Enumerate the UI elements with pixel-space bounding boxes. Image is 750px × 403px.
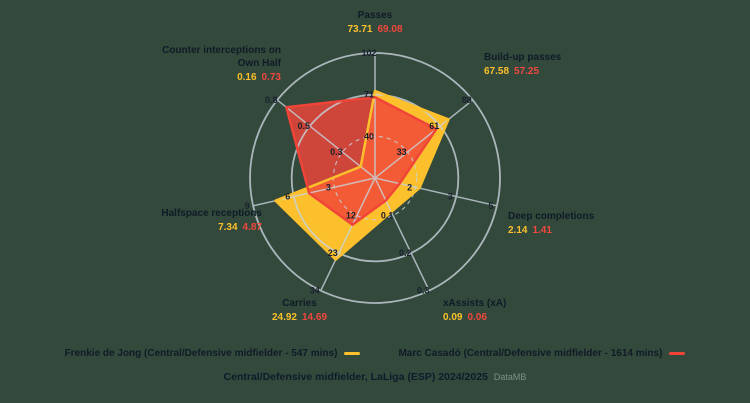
ring-tick-label: 61 (429, 121, 439, 131)
axis-name: Halfspace receptions (161, 208, 262, 219)
axis-values: 2.14 1.41 (508, 224, 668, 237)
value-casado: 69.08 (377, 24, 403, 35)
ring-tick-label: 102 (361, 48, 376, 58)
axis-label-xassists: xAssists (xA) 0.09 0.06 (443, 297, 603, 324)
axis-name: Carries (282, 298, 317, 309)
value-frenkie: 67.58 (484, 66, 510, 77)
axis-name: Passes (357, 10, 393, 21)
ring-tick-label: 40 (364, 131, 374, 141)
ring-tick-label: 23 (328, 248, 338, 258)
ring-tick-label: 0.1 (381, 211, 394, 221)
axis-values: 73.71 69.08 (285, 23, 465, 36)
legend-item-frenkie: Frenkie de Jong (Central/Defensive midfi… (65, 348, 361, 359)
axis-values: 7.34 4.87 (106, 221, 262, 234)
axis-name: xAssists (xA) (443, 298, 507, 309)
axis-name: Deep completions (508, 211, 595, 222)
value-casado: 14.69 (302, 312, 328, 323)
legend: Frenkie de Jong (Central/Defensive midfi… (0, 348, 750, 359)
value-casado: 0.06 (467, 312, 487, 323)
legend-label: Frenkie de Jong (Central/Defensive midfi… (64, 348, 338, 359)
ring-tick-label: 2 (407, 182, 412, 192)
axis-name: Counter interceptions on Own Half (162, 45, 281, 69)
chart-title-text: Central/Defensive midfielder, LaLiga (ES… (223, 371, 488, 383)
axis-label-buildup-passes: Build-up passes 67.58 57.25 (484, 51, 654, 78)
chart-title: Central/Defensive midfielder, LaLiga (ES… (0, 371, 750, 383)
value-frenkie: 24.92 (271, 312, 297, 323)
axis-label-carries: Carries 24.92 14.69 (227, 297, 372, 324)
value-casado: 4.87 (242, 222, 262, 233)
value-frenkie: 0.09 (443, 312, 463, 323)
value-frenkie: 7.34 (218, 222, 238, 233)
ring-tick-label: 3 (326, 182, 331, 192)
ring-tick-label: 3 (448, 192, 453, 202)
ring-tick-label: 0.3 (417, 286, 430, 296)
ring-tick-label: 6 (285, 192, 290, 202)
axis-label-deep-completions: Deep completions 2.14 1.41 (508, 210, 668, 237)
axis-label-counter-interceptions: Counter interceptions on Own Half 0.16 0.… (146, 44, 281, 84)
ring-tick-label: 0.3 (330, 147, 343, 157)
value-casado: 1.41 (532, 225, 552, 236)
ring-tick-label: 5 (488, 201, 493, 211)
ring-tick-label: 9 (245, 201, 250, 211)
ring-tick-label: 33 (397, 147, 407, 157)
ring-tick-label: 0.8 (265, 95, 278, 105)
axis-label-halfspace-receptions: Halfspace receptions 7.34 4.87 (106, 207, 262, 234)
legend-item-casado: Marc Casadó (Central/Defensive midfielde… (398, 348, 686, 359)
value-frenkie: 2.14 (508, 225, 528, 236)
value-frenkie: 73.71 (347, 24, 373, 35)
axis-values: 67.58 57.25 (484, 65, 654, 78)
ring-tick-label: 12 (346, 211, 356, 221)
value-casado: 0.73 (261, 72, 281, 83)
value-frenkie: 0.16 (237, 72, 257, 83)
legend-swatch-red (669, 352, 686, 355)
ring-tick-label: 34 (310, 286, 320, 296)
value-casado: 57.25 (514, 66, 540, 77)
axis-values: 0.16 0.73 (146, 71, 281, 84)
ring-tick-label: 71 (364, 90, 374, 100)
axis-values: 24.92 14.69 (227, 311, 372, 324)
axis-values: 0.09 0.06 (443, 311, 603, 324)
ring-tick-label: 88 (462, 95, 472, 105)
axis-label-passes: Passes 73.71 69.08 (285, 9, 465, 36)
legend-label: Marc Casadó (Central/Defensive midfielde… (398, 348, 663, 359)
ring-tick-label: 0.5 (298, 121, 311, 131)
legend-swatch-yellow (344, 352, 361, 355)
ring-tick-label: 0.2 (399, 248, 412, 258)
watermark: DataMB (493, 372, 527, 382)
axis-name: Build-up passes (484, 52, 562, 63)
